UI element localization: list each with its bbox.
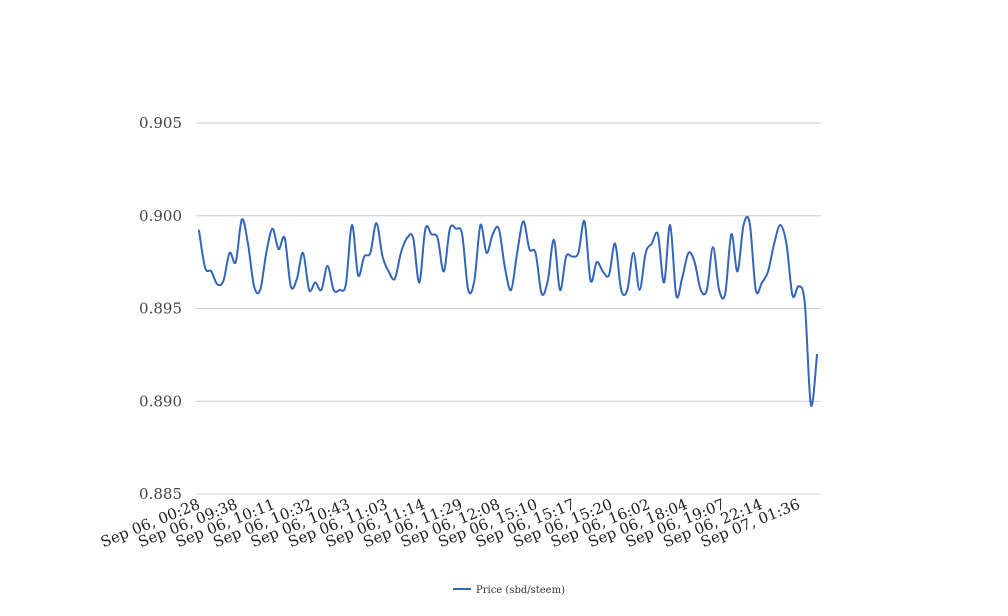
y-axis-ticks: 0.885 0.890 0.895 0.900 0.905 [139,114,182,503]
y-tick-label: 0.905 [139,114,182,132]
y-tick-label: 0.885 [139,485,182,503]
y-tick-label: 0.895 [139,300,182,318]
gridlines [196,122,821,495]
y-tick-label: 0.890 [139,392,182,410]
series-layer [198,215,818,407]
y-tick-label: 0.900 [139,207,182,225]
series-line-price [198,215,818,407]
legend: Price (sbd/steem) [453,585,565,596]
legend-label: Price (sbd/steem) [476,585,565,596]
